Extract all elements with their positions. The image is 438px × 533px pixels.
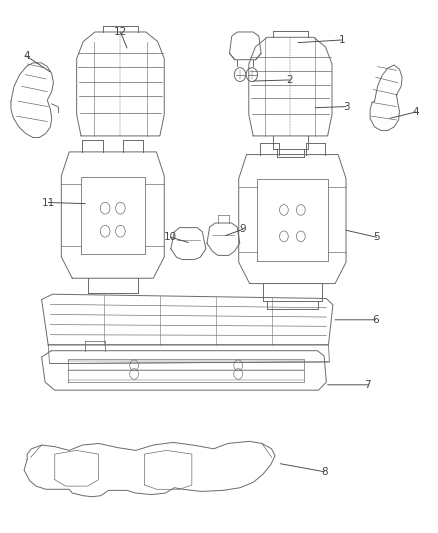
Text: 1: 1 — [338, 35, 345, 45]
Text: 8: 8 — [321, 467, 328, 477]
Text: 11: 11 — [42, 198, 55, 207]
Text: 12: 12 — [114, 27, 127, 37]
Text: 7: 7 — [364, 380, 371, 390]
Text: 6: 6 — [372, 315, 379, 325]
Text: 3: 3 — [343, 102, 350, 111]
Text: 5: 5 — [373, 232, 380, 242]
Text: 4: 4 — [23, 51, 30, 61]
Text: 9: 9 — [240, 224, 247, 234]
Text: 4: 4 — [413, 107, 420, 117]
Text: 2: 2 — [286, 75, 293, 85]
Text: 10: 10 — [164, 232, 177, 242]
